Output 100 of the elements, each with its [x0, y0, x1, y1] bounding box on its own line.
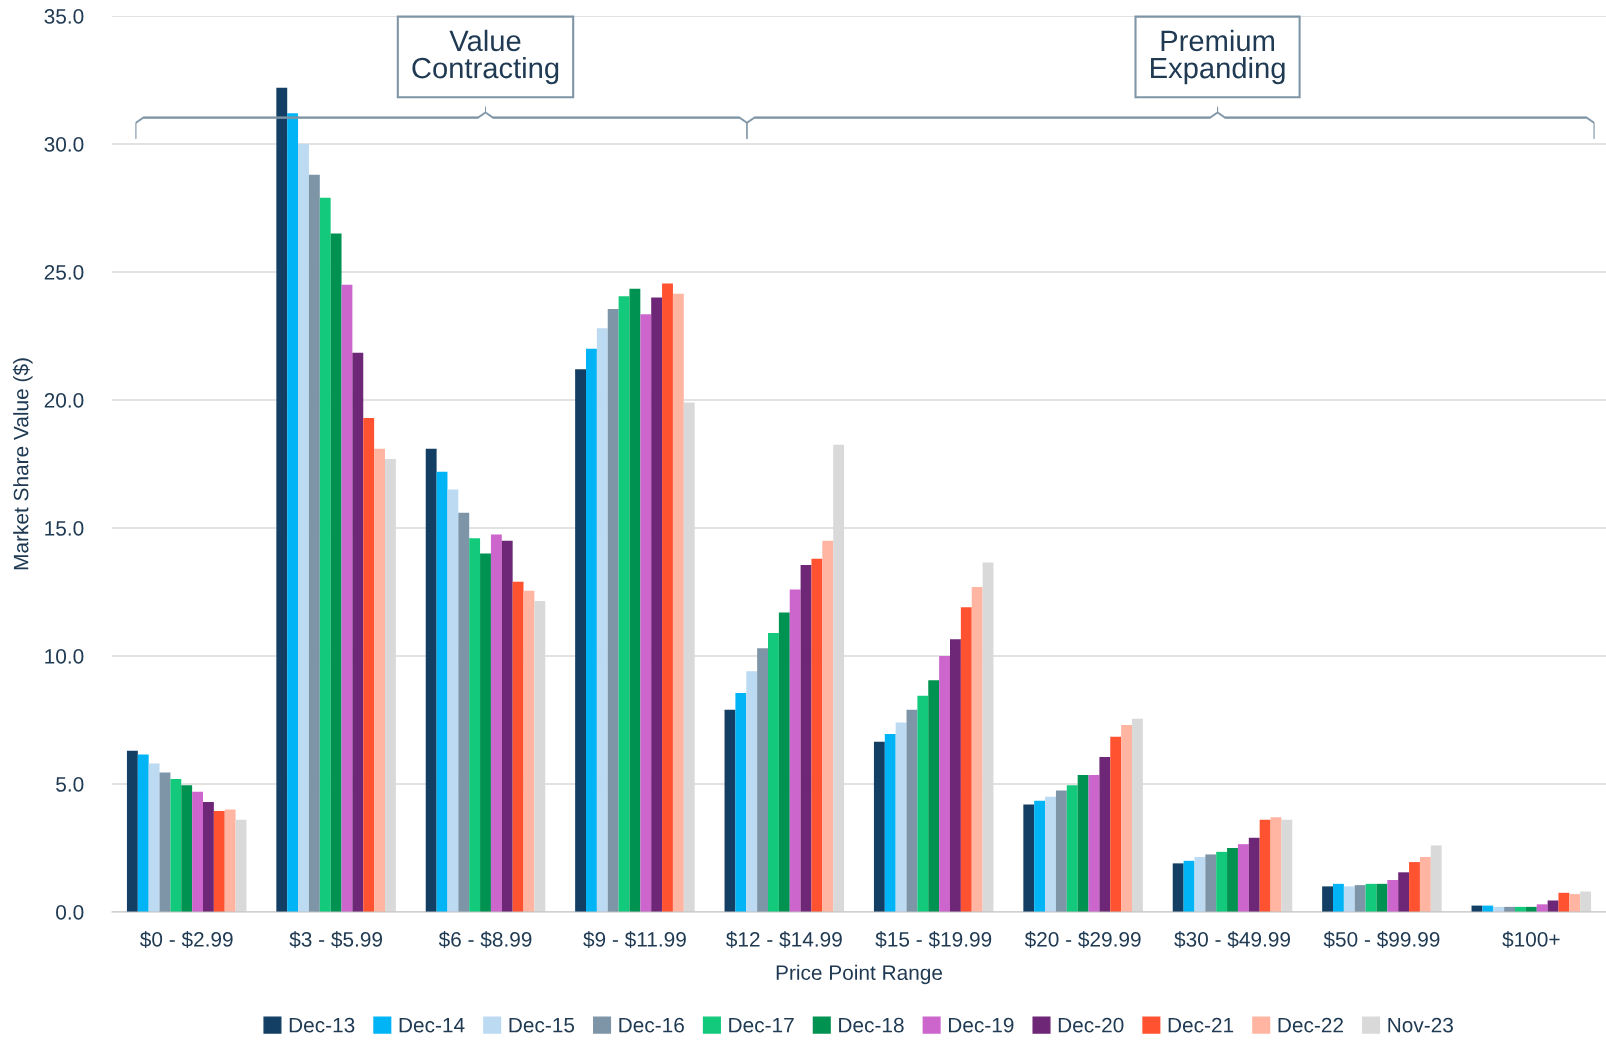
- bar: [1569, 894, 1581, 912]
- bar: [159, 772, 171, 912]
- legend-label: Dec-13: [289, 1017, 355, 1033]
- bar: [960, 607, 972, 912]
- legend-label: Dec-22: [1278, 1017, 1343, 1033]
- bar: [618, 296, 630, 912]
- bar: [1387, 880, 1399, 912]
- bar: [1248, 837, 1260, 912]
- bar: [330, 233, 342, 912]
- y-tick-label: 5.0: [56, 777, 84, 792]
- bar: [895, 722, 907, 912]
- bar: [512, 581, 524, 912]
- bar: [447, 489, 459, 912]
- bar: [235, 819, 247, 912]
- bar: [352, 352, 364, 912]
- bar: [873, 741, 885, 912]
- x-tick-label: $0 - $2.99: [140, 931, 233, 948]
- bar: [1110, 736, 1122, 912]
- bar: [1121, 725, 1132, 912]
- bar: [906, 709, 918, 912]
- x-tick-label: $9 - $11.99: [583, 931, 686, 948]
- bar: [192, 791, 203, 912]
- bar: [523, 590, 535, 912]
- bar: [822, 540, 834, 912]
- bar: [1066, 785, 1078, 912]
- bar: [1045, 796, 1056, 912]
- x-tick-label: $12 - $14.99: [726, 931, 842, 948]
- bar: [458, 512, 470, 912]
- bar: [1259, 819, 1271, 912]
- legend-label: Dec-17: [729, 1017, 794, 1033]
- bar: [768, 632, 779, 912]
- bar: [1237, 844, 1249, 912]
- x-tick-label: $20 - $29.99: [1024, 931, 1141, 948]
- bar: [950, 639, 961, 912]
- bar: [1398, 872, 1410, 912]
- bar: [672, 293, 684, 912]
- legend-label: Dec-21: [1168, 1017, 1234, 1033]
- bar: [1536, 904, 1548, 912]
- y-tick-label: 10.0: [45, 649, 84, 664]
- bar: [607, 309, 619, 912]
- bar: [170, 778, 182, 912]
- bar: [596, 328, 608, 912]
- bar: [586, 348, 597, 912]
- bar: [757, 648, 768, 912]
- bar: [1430, 845, 1442, 912]
- bar: [203, 801, 214, 912]
- bar: [1023, 804, 1035, 912]
- x-axis-title: Price Point Range: [776, 964, 943, 985]
- annotation: Premium Expanding: [1151, 29, 1285, 85]
- bar: [308, 174, 320, 912]
- bar: [126, 750, 138, 912]
- bar: [811, 558, 823, 912]
- annotation: Value Contracting: [412, 29, 559, 85]
- bar: [287, 113, 299, 912]
- bar: [778, 612, 790, 912]
- bar: [1227, 848, 1238, 912]
- bar: [298, 144, 309, 912]
- bar: [939, 656, 950, 912]
- bar: [1172, 863, 1184, 912]
- bar: [1409, 862, 1420, 912]
- legend-label: Nov-23: [1388, 1017, 1453, 1033]
- bar: [917, 695, 929, 912]
- bar: [1580, 891, 1592, 912]
- y-tick-label: 25.0: [44, 265, 84, 280]
- bar: [884, 734, 896, 912]
- bar: [425, 448, 437, 912]
- bar: [724, 709, 736, 912]
- bar: [436, 471, 448, 912]
- bar: [1376, 883, 1388, 912]
- bar: [1558, 892, 1570, 912]
- bar: [1055, 790, 1067, 912]
- bar: [490, 534, 502, 912]
- bar: [1419, 856, 1431, 912]
- bar: [928, 680, 940, 912]
- bar: [341, 284, 353, 912]
- bar: [480, 553, 491, 912]
- bar: [789, 589, 801, 912]
- bar: [1194, 856, 1206, 912]
- bar: [319, 197, 331, 912]
- bar: [181, 785, 193, 912]
- bar: [1281, 819, 1293, 912]
- y-tick-label: 0.0: [56, 905, 84, 920]
- x-tick-label: $50 - $99.99: [1323, 931, 1440, 948]
- bar: [1343, 886, 1355, 912]
- bar: [469, 538, 481, 912]
- x-tick-label: $6 - $8.99: [438, 931, 532, 948]
- bar: [1205, 854, 1217, 912]
- bar: [971, 586, 983, 912]
- bar: [575, 369, 587, 912]
- bar: [1270, 817, 1282, 912]
- bar: [1216, 851, 1228, 912]
- bar: [1088, 775, 1100, 912]
- y-tick-label: 15.0: [45, 521, 84, 536]
- bar: [374, 448, 385, 912]
- bar: [800, 565, 812, 912]
- bar: [1077, 775, 1089, 912]
- bar: [1333, 883, 1344, 912]
- bar: [276, 87, 288, 912]
- x-tick-label: $30 - $49.99: [1174, 931, 1291, 948]
- bar: [746, 671, 758, 912]
